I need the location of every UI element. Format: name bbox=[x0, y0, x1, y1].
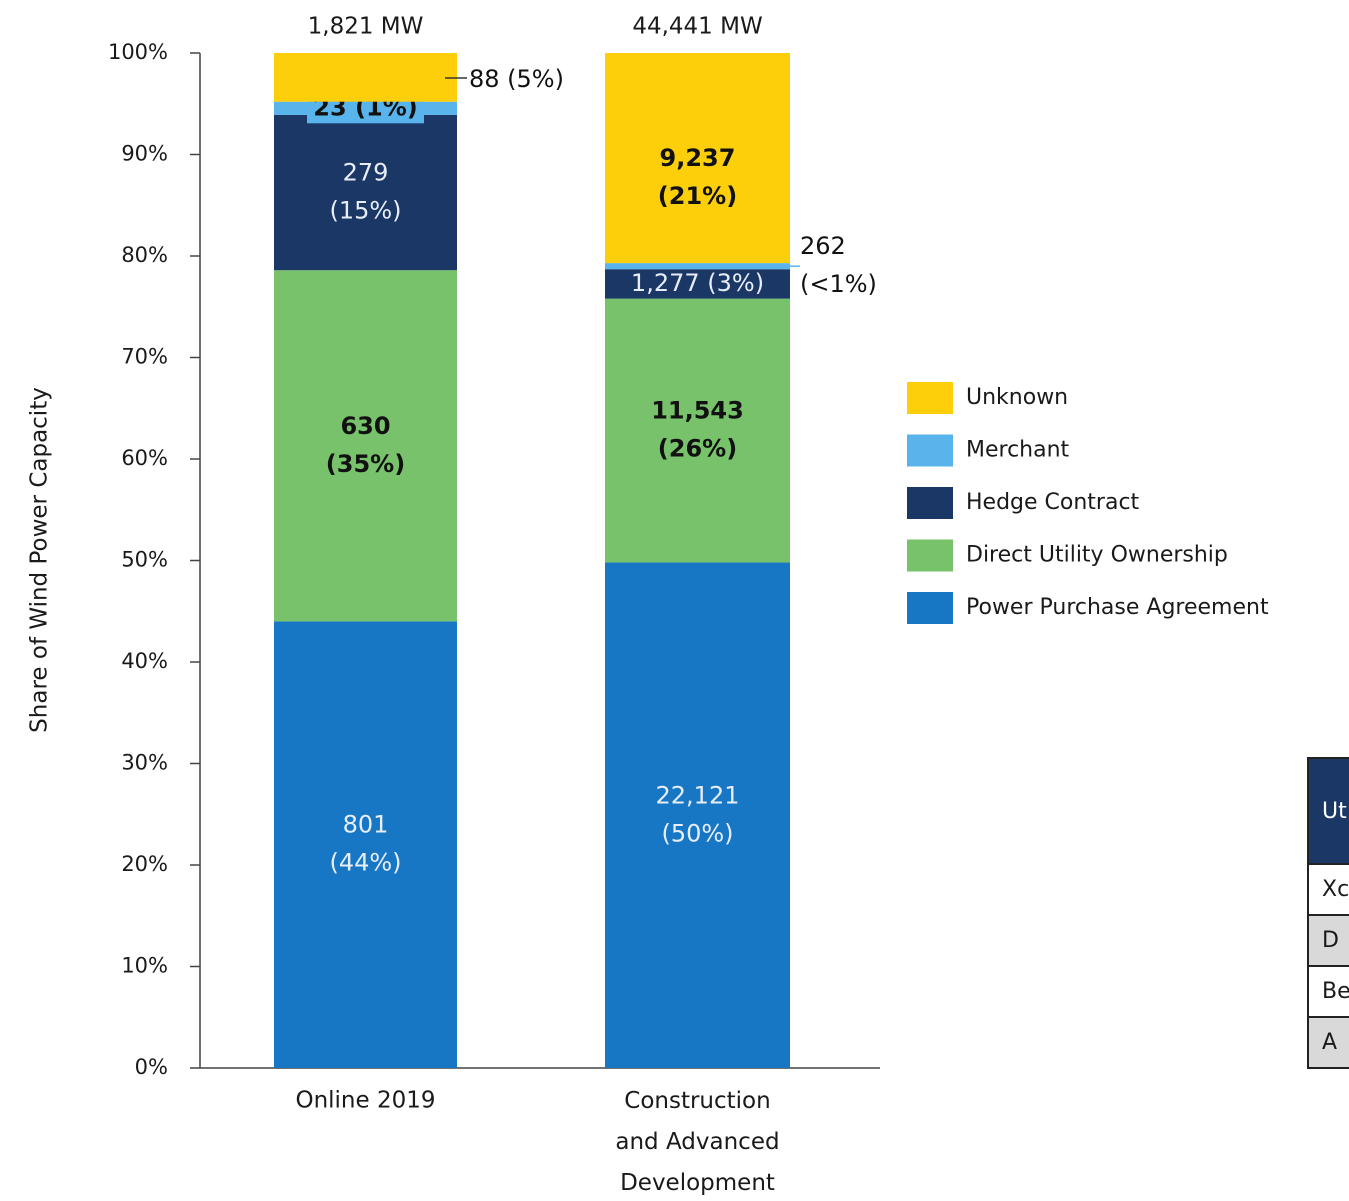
bar-segment bbox=[274, 53, 457, 102]
table-row bbox=[1307, 1016, 1349, 1069]
bar-segment bbox=[274, 114, 457, 271]
y-tick-label: 10% bbox=[121, 954, 168, 978]
data-label: 11,543 (26%) bbox=[651, 397, 744, 463]
data-label: 630 (35%) bbox=[326, 412, 405, 478]
y-tick-label: 90% bbox=[121, 142, 168, 166]
bar-segment bbox=[274, 270, 457, 622]
legend-swatch bbox=[907, 539, 953, 572]
data-label: 279 (15%) bbox=[329, 159, 401, 225]
legend-label: Power Purchase Agreement bbox=[966, 595, 1269, 620]
data-label: 801 (44%) bbox=[329, 811, 401, 877]
data-label: 262 (<1%) bbox=[800, 232, 877, 298]
legend-label: Unknown bbox=[966, 385, 1068, 410]
bar-segment bbox=[605, 53, 790, 264]
y-tick-label: 60% bbox=[121, 446, 168, 470]
total-label: 44,441 MW bbox=[632, 14, 762, 40]
table-cell: Xc bbox=[1322, 877, 1349, 902]
legend-label: Hedge Contract bbox=[966, 490, 1140, 515]
table-header-text: Ut bbox=[1322, 799, 1347, 824]
y-tick-label: 20% bbox=[121, 852, 168, 876]
data-label: 88 (5%) bbox=[469, 65, 564, 93]
x-tick-label: Construction and Advanced Development bbox=[615, 1088, 779, 1196]
table-cell: A bbox=[1322, 1030, 1337, 1055]
data-label: 1,277 (3%) bbox=[631, 269, 764, 297]
y-tick-label: 70% bbox=[121, 345, 168, 369]
y-tick-label: 50% bbox=[121, 548, 168, 572]
data-table: Ut Xc D Be A bbox=[1307, 757, 1349, 1069]
data-label: 9,237 (21%) bbox=[658, 144, 737, 210]
table-row bbox=[1307, 914, 1349, 967]
table-row bbox=[1307, 965, 1349, 1018]
legend-swatch bbox=[907, 592, 953, 624]
legend-swatch bbox=[907, 487, 953, 519]
y-tick-label: 80% bbox=[121, 243, 168, 267]
legend-label: Direct Utility Ownership bbox=[966, 543, 1228, 568]
table-row bbox=[1307, 863, 1349, 916]
y-tick-label: 0% bbox=[135, 1055, 168, 1079]
y-axis-label: Share of Wind Power Capacity bbox=[27, 387, 53, 733]
table-header bbox=[1307, 757, 1349, 865]
bar-segment bbox=[605, 269, 790, 299]
legend-swatch bbox=[907, 434, 953, 467]
legend-swatch bbox=[907, 382, 953, 414]
legend-label: Merchant bbox=[966, 438, 1070, 463]
x-tick-label: Online 2019 bbox=[295, 1088, 435, 1114]
y-tick-label: 100% bbox=[108, 40, 168, 64]
bar-segment bbox=[274, 621, 457, 1068]
data-label: 22,121 (50%) bbox=[656, 781, 740, 847]
y-tick-label: 40% bbox=[121, 649, 168, 673]
bar-segment bbox=[605, 298, 790, 563]
y-tick-label: 30% bbox=[121, 751, 168, 775]
table-cell: D bbox=[1322, 928, 1339, 953]
total-label: 1,821 MW bbox=[308, 14, 424, 40]
bar-segment bbox=[605, 263, 790, 270]
bar-segment bbox=[605, 562, 790, 1068]
table-cell: Be bbox=[1322, 979, 1349, 1004]
